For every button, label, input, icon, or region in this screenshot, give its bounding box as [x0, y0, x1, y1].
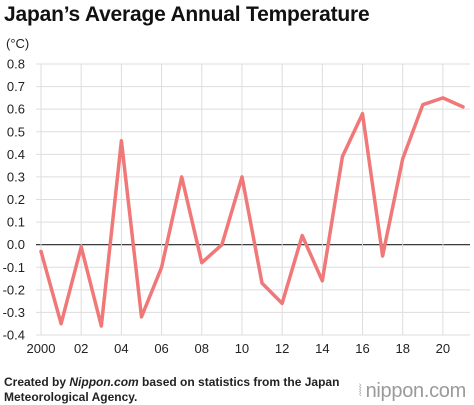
source-credit: Created by Nippon.com based on statistic…	[4, 375, 339, 405]
x-tick-label: 18	[395, 341, 409, 356]
temperature-line-chart: 0.8 0.7 0.6 0.5 0.4 0.3 0.2 0.1 0.0 -0.1 -0.2 -0.3 -…	[3, 57, 470, 356]
y-tick-label: 0.8	[7, 57, 25, 72]
data-point	[139, 315, 143, 319]
credit-line-2: Meteorological Agency.	[4, 390, 138, 404]
y-axis-ticks: 0.8 0.7 0.6 0.5 0.4 0.3 0.2 0.1 0.0 -0.1 -0.2 -0.3 -…	[3, 57, 25, 343]
credit-source: Nippon.com	[69, 375, 139, 389]
data-point	[79, 245, 83, 249]
x-tick-label: 08	[195, 341, 209, 356]
data-point	[200, 261, 204, 265]
grid-lines	[36, 63, 470, 336]
x-tick-label: 04	[114, 341, 128, 356]
data-point	[119, 139, 123, 143]
credit-prefix: Created by	[4, 375, 70, 389]
data-point	[441, 96, 445, 100]
x-tick-label: 12	[275, 341, 289, 356]
x-tick-label: 06	[154, 341, 168, 356]
y-tick-label: -0.4	[3, 328, 25, 343]
chart-title: Japan’s Average Annual Temperature	[4, 3, 370, 26]
nippon-logo-icon: ⦚	[358, 382, 362, 400]
y-tick-label: -0.1	[3, 260, 25, 275]
credit-rest: based on statistics from the Japan	[138, 375, 340, 389]
y-axis-unit-label: (°C)	[6, 36, 30, 51]
x-tick-label: 02	[74, 341, 88, 356]
x-tick-label: 20	[436, 341, 450, 356]
data-point	[160, 265, 164, 269]
brand-name: nippon.com	[365, 380, 467, 402]
data-point	[59, 322, 63, 326]
data-point	[421, 103, 425, 107]
y-tick-label: 0.4	[7, 147, 25, 162]
x-tick-label: 16	[355, 341, 369, 356]
y-tick-label: 0.6	[7, 102, 25, 117]
data-point	[300, 234, 304, 238]
data-point	[240, 175, 244, 179]
data-point	[361, 112, 365, 116]
y-tick-label: -0.3	[3, 305, 25, 320]
y-tick-label: 0.7	[7, 79, 25, 94]
y-tick-label: 0.1	[7, 215, 25, 230]
series-temperature	[39, 96, 465, 328]
data-point	[99, 324, 103, 328]
data-point	[180, 175, 184, 179]
y-tick-label: 0.3	[7, 169, 25, 184]
data-point	[340, 155, 344, 159]
x-axis-ticks: 2000 02 04 06 08 10 12 14 16 18 20	[27, 341, 451, 356]
y-tick-label: 0.0	[7, 237, 25, 252]
data-point	[280, 301, 284, 305]
y-tick-label: -0.2	[3, 282, 25, 297]
data-point	[401, 157, 405, 161]
data-point	[260, 281, 264, 285]
data-point	[461, 105, 465, 109]
data-point	[320, 279, 324, 283]
data-point	[39, 249, 43, 253]
y-tick-label: 0.5	[7, 124, 25, 139]
series-line	[39, 96, 465, 328]
brand-logo: ⦚ nippon.com	[358, 380, 467, 403]
x-tick-label: 14	[315, 341, 329, 356]
x-tick-label: 2000	[27, 341, 56, 356]
x-tick-label: 10	[235, 341, 249, 356]
y-tick-label: 0.2	[7, 192, 25, 207]
data-point	[220, 243, 224, 247]
data-point	[381, 254, 385, 258]
